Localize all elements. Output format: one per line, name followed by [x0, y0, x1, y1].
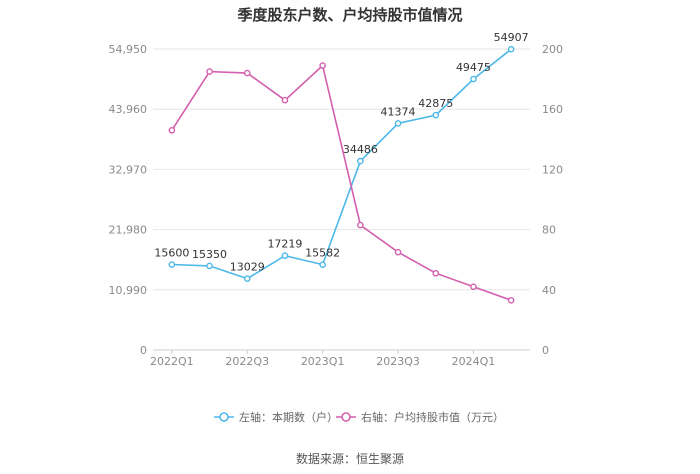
legend-left-series-label: 左轴：本期数（户） [239, 410, 338, 424]
x-axis-tick-label: 2023Q1 [301, 355, 345, 368]
series-layer [168, 45, 515, 304]
left-axis-tick-label: 54,950 [109, 43, 148, 56]
data-label: 41374 [381, 105, 416, 118]
right-series-point [168, 126, 176, 134]
axes: 0 0 10,990 40 21,980 80 32,970 120 43,960 160 54,9… [109, 43, 564, 368]
right-series-point [357, 221, 364, 229]
legend-right-series-swatch-marker [341, 412, 351, 422]
legend-left-series-swatch-marker [219, 412, 229, 422]
right-axis-tick-label: 80 [542, 224, 556, 237]
left-series-point [281, 252, 289, 259]
legend[interactable]: 左轴：本期数（户） 右轴：户均持股市值（万元） [214, 410, 504, 424]
left-series-point [319, 261, 326, 268]
left-series-point [507, 45, 515, 53]
right-series-point [432, 269, 440, 277]
x-axis-tick-label: 2024Q1 [452, 355, 496, 368]
left-series-point [470, 75, 477, 83]
right-series-point [281, 96, 289, 104]
x-axis-tick-label: 2022Q3 [225, 355, 269, 368]
data-label: 42875 [418, 97, 453, 110]
left-axis-tick-label: 0 [140, 344, 147, 357]
data-label: 13029 [230, 261, 265, 274]
legend-left-series[interactable]: 左轴：本期数（户） [214, 410, 338, 424]
data-label: 15350 [192, 248, 227, 261]
data-label: 15582 [305, 247, 340, 260]
right-series-point [243, 69, 251, 77]
left-axis-tick-label: 10,990 [109, 284, 148, 297]
left-series-line [171, 48, 512, 280]
right-series-point [206, 68, 213, 75]
right-axis-tick-label: 160 [542, 103, 563, 116]
right-axis-tick-label: 0 [542, 344, 549, 357]
left-series-point [206, 262, 213, 270]
left-series-point [243, 275, 251, 282]
left-series-point [432, 111, 440, 119]
legend-right-series-label: 右轴：户均持股市值（万元） [361, 410, 504, 424]
right-series-point [507, 297, 515, 304]
right-series-point [394, 248, 402, 256]
data-label: 15600 [154, 247, 189, 260]
left-axis-tick-label: 43,960 [109, 103, 148, 116]
left-axis-tick-label: 21,980 [109, 224, 148, 237]
left-series-point [394, 120, 402, 127]
left-series-point [168, 261, 176, 268]
left-axis-tick-label: 32,970 [109, 163, 148, 176]
data-label: 34486 [343, 143, 378, 156]
left-series-point [357, 157, 364, 165]
right-series-line [171, 64, 512, 302]
x-axis-tick-label: 2023Q3 [376, 355, 420, 368]
right-series-point [319, 62, 326, 69]
data-label: 54907 [494, 31, 529, 44]
legend-right-series[interactable]: 右轴：户均持股市值（万元） [336, 410, 504, 424]
chart-title: 季度股东户数、户均持股市值情况 [237, 6, 462, 24]
right-axis-tick-label: 40 [542, 284, 556, 297]
source-note: 数据来源：恒生聚源 [296, 451, 404, 466]
grid-lines [153, 48, 530, 291]
data-label: 17219 [267, 238, 302, 251]
right-axis-tick-label: 120 [542, 163, 563, 176]
data-label: 49475 [456, 61, 491, 74]
right-series-point [470, 283, 477, 291]
right-axis-tick-label: 200 [542, 43, 563, 56]
x-axis-tick-label: 2022Q1 [150, 355, 194, 368]
